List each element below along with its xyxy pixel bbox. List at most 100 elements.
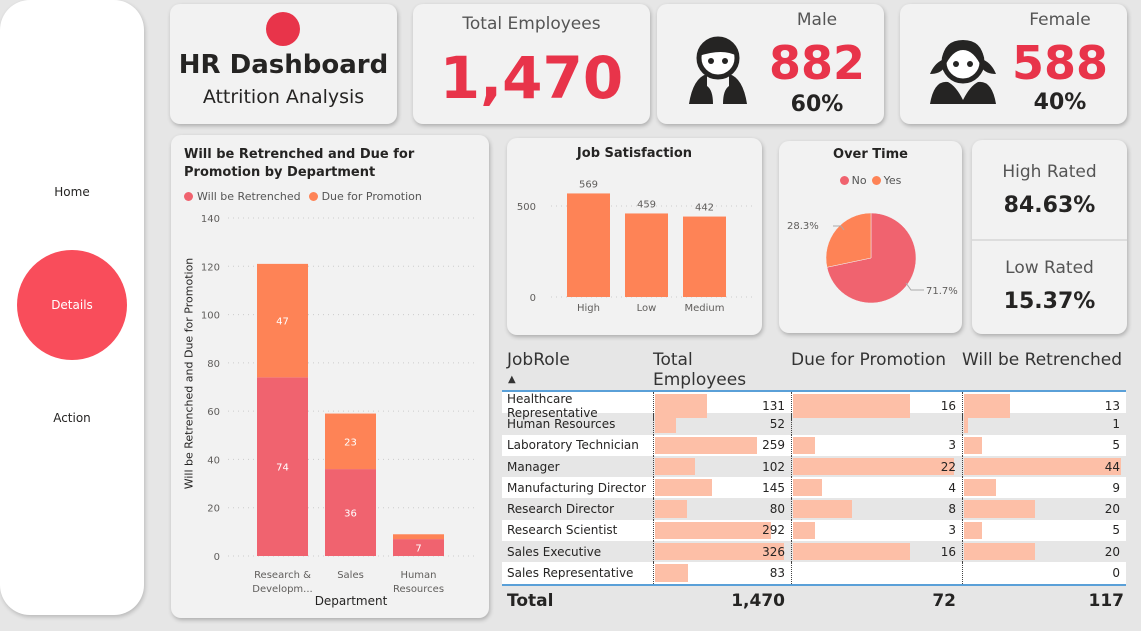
sort-ascending-icon[interactable]: ▲ bbox=[508, 374, 516, 385]
table-row[interactable]: Sales Executive 326 16 20 bbox=[502, 541, 1126, 563]
data-bar bbox=[793, 521, 815, 540]
header-total-employees[interactable]: Total Employees bbox=[653, 350, 747, 390]
data-bar bbox=[964, 479, 997, 497]
header-jobrole[interactable]: JobRole ▲ bbox=[502, 350, 653, 390]
data-bar bbox=[655, 436, 758, 454]
female-value: 588 bbox=[1011, 36, 1109, 90]
x-tick-label: Sales bbox=[337, 570, 364, 581]
total-employees-card: Total Employees 1,470 bbox=[413, 4, 650, 124]
table-row[interactable]: Research Scientist 292 3 5 bbox=[502, 519, 1126, 542]
high-rated-value: 84.63% bbox=[1003, 193, 1096, 218]
cell-text: 131 bbox=[762, 399, 785, 413]
table-cell-value: 5 bbox=[962, 519, 1126, 542]
legend-yes: Yes bbox=[883, 174, 902, 187]
cell-text: 20 bbox=[1104, 544, 1120, 559]
total-label: Total bbox=[507, 590, 554, 611]
department-chart-plot: 0 20 40 60 80 100 120 140 74 47 Research & Developm… bbox=[201, 214, 477, 595]
header-will-be-retrenched[interactable]: Will be Retrenched bbox=[962, 350, 1123, 370]
y-tick-label: 0 bbox=[214, 552, 220, 563]
y-tick-label: 100 bbox=[201, 311, 220, 322]
table-cell-value: 8 bbox=[791, 498, 962, 520]
data-bar bbox=[964, 500, 1036, 518]
data-bar bbox=[655, 457, 696, 476]
table-cell-jobrole: Sales Representative bbox=[502, 562, 653, 583]
x-tick-label: High bbox=[577, 303, 600, 314]
bar-medium bbox=[683, 216, 726, 297]
header-jobrole-label: JobRole bbox=[507, 350, 570, 370]
nav-details-label: Details bbox=[51, 298, 93, 312]
total-employees-value: 1,470 bbox=[439, 44, 624, 112]
legend-no-dot bbox=[839, 176, 849, 185]
high-rated-label: High Rated bbox=[1002, 162, 1097, 182]
table-cell-value: 9 bbox=[962, 477, 1126, 499]
y-tick-label: 0 bbox=[530, 293, 536, 304]
bar-promotion bbox=[257, 263, 308, 378]
table-cell-jobrole: Research Scientist bbox=[502, 520, 653, 541]
total-retrenched-sum: 117 bbox=[1088, 590, 1125, 611]
table-total-row: Total 1,470 72 117 bbox=[502, 585, 1126, 616]
table-cell-value: 0 bbox=[962, 562, 1126, 584]
legend-no: No bbox=[851, 174, 867, 187]
table-row[interactable]: Manager 102 22 44 bbox=[502, 455, 1126, 478]
nav-details[interactable]: Details bbox=[17, 250, 127, 360]
department-chart-card: Will be Retrenched and Due for Promotion… bbox=[171, 135, 489, 618]
cell-text: 3 bbox=[948, 438, 956, 453]
jobrole-table: JobRole ▲ Total Employees Due for Promoti… bbox=[502, 350, 1126, 616]
table-cell-value: 326 bbox=[653, 541, 791, 563]
nav-home[interactable]: Home bbox=[54, 185, 90, 199]
y-tick-label: 40 bbox=[207, 455, 220, 466]
bar-low bbox=[625, 213, 668, 297]
table-header: JobRole ▲ Total Employees Due for Promoti… bbox=[502, 350, 1126, 390]
leader-line bbox=[905, 282, 924, 291]
data-bar bbox=[793, 457, 954, 476]
female-label: Female bbox=[1029, 10, 1091, 30]
table-cell-jobrole: Healthcare Representative bbox=[502, 392, 653, 420]
data-label: 459 bbox=[637, 199, 656, 210]
bar-retrenched bbox=[393, 539, 444, 556]
table-row[interactable]: Human Resources 52 1 bbox=[502, 413, 1126, 435]
cell-text: 16 bbox=[940, 544, 956, 559]
table-row[interactable]: Research Director 80 8 20 bbox=[502, 498, 1126, 520]
data-bar bbox=[964, 457, 1121, 476]
header-due-for-promotion[interactable]: Due for Promotion bbox=[791, 350, 947, 370]
table-cell-jobrole: Sales Executive bbox=[502, 541, 653, 562]
cell-text: 102 bbox=[762, 459, 785, 474]
table-row[interactable]: Laboratory Technician 259 3 5 bbox=[502, 434, 1126, 456]
table-row[interactable]: Sales Representative 83 0 bbox=[502, 562, 1126, 584]
table-cell-value: 1 bbox=[962, 413, 1126, 435]
y-tick-label: 120 bbox=[201, 262, 220, 273]
x-tick-label: Research & bbox=[254, 570, 311, 581]
job-satisfaction-title: Job Satisfaction bbox=[576, 146, 693, 161]
cell-text: 3 bbox=[948, 523, 956, 538]
nav-action[interactable]: Action bbox=[53, 411, 91, 425]
cell-text: Manager bbox=[507, 459, 560, 474]
cell-text: 44 bbox=[1104, 459, 1120, 474]
job-satisfaction-card: Job Satisfaction 0 500 569 High 459 Low 442 Med… bbox=[507, 138, 762, 335]
pie-slice-yes bbox=[825, 212, 872, 268]
cell-text: 5 bbox=[1112, 523, 1120, 538]
table-cell-value: 145 bbox=[653, 477, 791, 499]
table-row[interactable]: Manufacturing Director 145 4 9 bbox=[502, 477, 1126, 499]
male-avatar-icon bbox=[689, 36, 747, 104]
x-tick-label: Low bbox=[637, 303, 657, 314]
over-time-pie: 71.7% 28.3% bbox=[787, 212, 958, 304]
department-chart-title: Will be Retrenched and Due for Promotion… bbox=[184, 147, 415, 180]
data-label: 36 bbox=[344, 509, 357, 520]
data-bar bbox=[793, 479, 823, 497]
data-bar bbox=[964, 521, 982, 540]
table-cell-jobrole: Human Resources bbox=[502, 413, 653, 434]
table-cell-value: 83 bbox=[653, 562, 791, 584]
data-label: 47 bbox=[276, 317, 289, 328]
data-bar bbox=[655, 415, 676, 433]
table-cell-value: 102 bbox=[653, 455, 791, 478]
table-cell-jobrole: Manager bbox=[502, 456, 653, 477]
table-body: Healthcare Representative 131 16 13 Human Re… bbox=[502, 390, 1126, 586]
table-cell-jobrole: Laboratory Technician bbox=[502, 435, 653, 456]
department-chart-legend: Will be Retrenched Due for Promotion bbox=[184, 190, 422, 203]
data-bar bbox=[964, 394, 1011, 418]
legend-promotion: Due for Promotion bbox=[321, 190, 422, 203]
legend-promotion-dot bbox=[308, 192, 318, 201]
table-cell-jobrole: Manufacturing Director bbox=[502, 477, 653, 498]
table-row[interactable]: Healthcare Representative 131 16 13 bbox=[502, 392, 1126, 420]
table-cell-value: 131 bbox=[653, 392, 791, 420]
